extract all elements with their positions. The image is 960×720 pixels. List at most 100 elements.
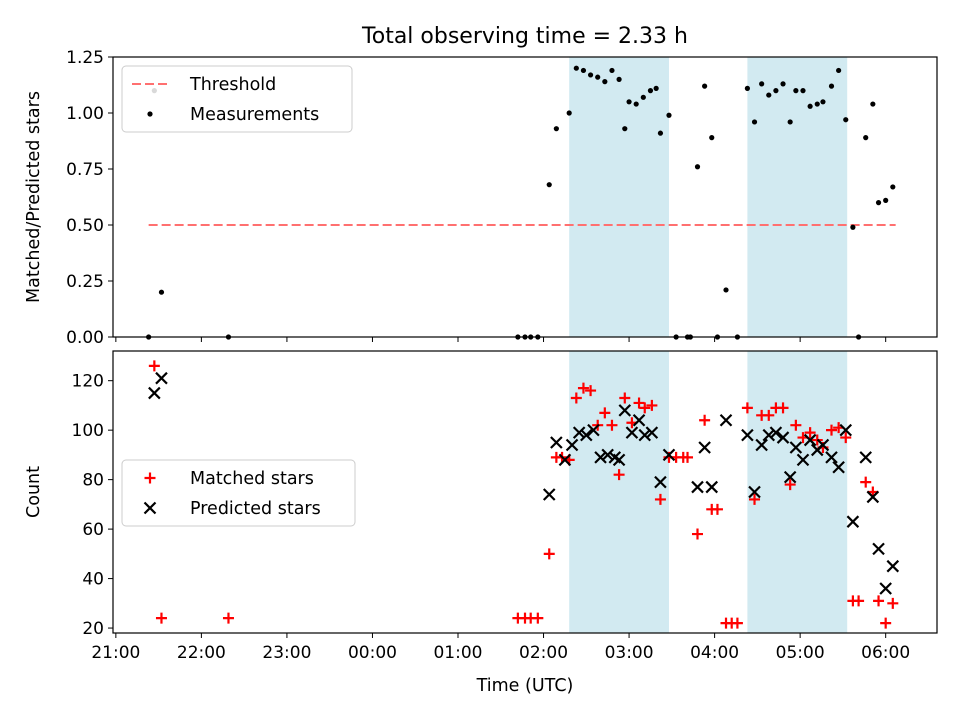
- predicted-star-point: [762, 428, 776, 442]
- matched-star-point: [543, 548, 555, 560]
- predicted-star-point: [872, 542, 885, 556]
- matched-star-point: [840, 432, 852, 444]
- predicted-star-point: [587, 423, 600, 437]
- predicted-star-point: [558, 453, 572, 467]
- top-ytick-label: 0.75: [66, 160, 104, 180]
- predicted-star-point: [148, 386, 161, 400]
- matched-star-point: [699, 414, 711, 426]
- measurement-point: [640, 94, 646, 100]
- bottom-ytick-label: 80: [82, 471, 104, 491]
- xtick-label: 22:00: [177, 643, 226, 663]
- predicted-star-point: [705, 480, 719, 494]
- predicted-star-point: [638, 428, 652, 442]
- predicted-star-point: [859, 451, 872, 464]
- predicted-star-point: [601, 448, 614, 462]
- predicted-star-point: [769, 426, 783, 439]
- predicted-star-point: [691, 480, 704, 494]
- measurement-point: [573, 65, 579, 71]
- measurement-point: [723, 287, 729, 293]
- predicted-star-point: [654, 475, 667, 489]
- measurement-point: [875, 200, 882, 206]
- matched-star-point: [654, 493, 666, 505]
- measurement-point: [780, 81, 786, 87]
- predicted-star-point: [612, 453, 626, 467]
- bottom-series-matched-stars: [148, 360, 899, 629]
- bottom-ylabel: Count: [24, 466, 44, 518]
- bottom-shaded-interval-0: [569, 351, 669, 633]
- measurement-point: [863, 135, 869, 141]
- predicted-star-point: [580, 428, 593, 442]
- predicted-star-point: [594, 451, 607, 464]
- bottom-legend-box: [121, 459, 356, 527]
- matched-star-point: [613, 469, 625, 481]
- xtick-label: 00:00: [348, 643, 397, 663]
- measurement-point: [587, 72, 594, 78]
- measurement-point: [566, 110, 572, 116]
- measurement-point: [836, 67, 842, 74]
- matched-star-point: [784, 479, 796, 491]
- measurement-point: [158, 289, 165, 295]
- matched-star-point: [826, 424, 838, 436]
- predicted-star-point: [645, 426, 659, 439]
- measurement-point: [694, 164, 701, 170]
- predicted-star-point: [755, 438, 768, 452]
- measurement-point: [666, 112, 672, 118]
- predicted-star-point: [625, 426, 639, 439]
- measurement-point: [595, 74, 601, 80]
- legend-label: Predicted stars: [190, 499, 321, 519]
- matched-star-point: [711, 503, 723, 515]
- xtick-label: 02:00: [519, 643, 568, 663]
- measurement-point: [787, 119, 793, 125]
- measurement-point: [622, 126, 628, 132]
- predicted-star-point: [879, 582, 892, 595]
- predicted-star-point: [776, 431, 790, 444]
- matched-star-point: [860, 476, 872, 488]
- matched-star-point: [873, 595, 885, 607]
- legend-matched-swatch: [144, 472, 156, 484]
- matched-star-point: [731, 617, 743, 629]
- chart-title: Total observing time = 2.33 h: [361, 24, 688, 49]
- bottom-ytick-label: 100: [72, 421, 104, 441]
- matched-star-point: [599, 407, 611, 419]
- predicted-star-point: [789, 441, 803, 454]
- legend-label: Matched stars: [190, 469, 314, 489]
- predicted-star-point: [618, 404, 632, 417]
- measurement-point: [657, 130, 664, 136]
- matched-star-point: [633, 397, 645, 409]
- measurement-point: [609, 67, 615, 74]
- predicted-star-point: [866, 490, 880, 504]
- predicted-star-point: [572, 426, 586, 439]
- measurement-point: [843, 117, 849, 123]
- xtick-label: 06:00: [861, 643, 910, 663]
- top-ytick-label: 0.50: [66, 216, 104, 236]
- top-ytick-label: 1.00: [66, 104, 104, 124]
- matched-star-point: [577, 382, 589, 394]
- matched-star-point: [155, 612, 167, 624]
- measurement-point: [580, 67, 587, 74]
- predicted-star-point: [698, 441, 711, 454]
- predicted-star-point: [886, 559, 900, 573]
- predicted-star-point: [719, 413, 733, 427]
- top-shaded-interval-1: [747, 57, 848, 337]
- top-ytick-label: 0.25: [66, 272, 104, 292]
- matched-star-point: [853, 595, 865, 607]
- matched-star-point: [222, 612, 234, 624]
- top-ytick-label: 0.00: [66, 328, 104, 348]
- matched-star-point: [606, 419, 618, 431]
- measurement-point: [766, 92, 772, 98]
- measurement-point: [602, 79, 608, 85]
- measurement-point: [814, 101, 820, 107]
- measurement-point: [744, 85, 750, 91]
- predicted-star-point: [816, 438, 830, 452]
- predicted-star-point: [796, 453, 810, 467]
- predicted-star-point: [832, 460, 845, 474]
- matched-star-point: [619, 392, 631, 404]
- measurement-point: [759, 81, 765, 87]
- bottom-ytick-label: 40: [82, 570, 104, 590]
- measurement-point: [807, 103, 813, 109]
- top-legend: Threshold Measurements: [121, 65, 353, 133]
- measurement-point: [546, 182, 552, 188]
- measurement-point: [633, 101, 639, 107]
- measurement-point: [653, 85, 659, 91]
